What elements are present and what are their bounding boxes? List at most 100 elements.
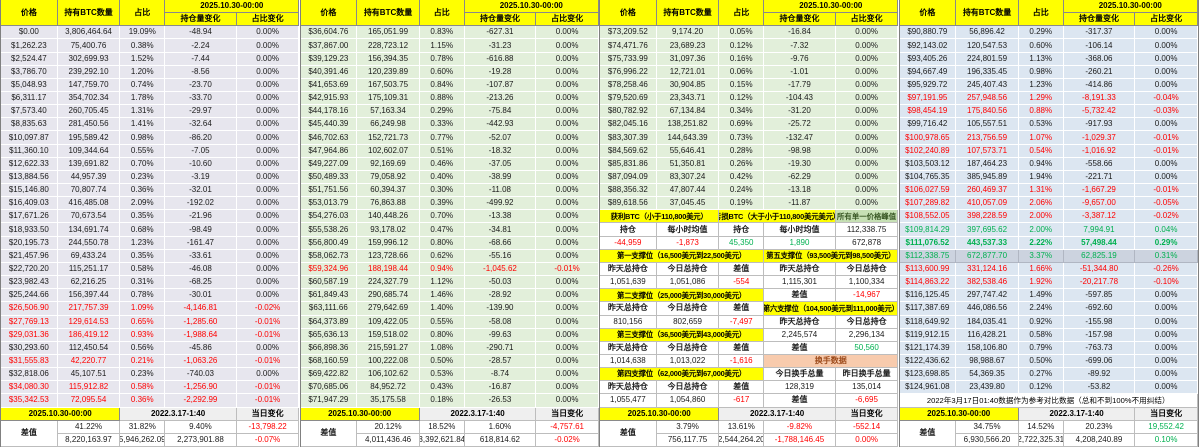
cell[interactable]: 57,163.34 xyxy=(357,105,420,119)
cell[interactable]: 184,035.41 xyxy=(956,315,1019,329)
cell[interactable]: $69,422.82 xyxy=(300,368,358,382)
footer-value[interactable]: 31.82% xyxy=(120,420,166,434)
cell[interactable]: 217,757.39 xyxy=(57,302,121,316)
cell[interactable]: 0.00% xyxy=(835,92,899,106)
cell[interactable]: $17,671.26 xyxy=(1,210,58,224)
cell[interactable]: $21,457.96 xyxy=(1,249,58,263)
cell[interactable]: -499.92 xyxy=(464,197,537,211)
cell[interactable]: 140,448.26 xyxy=(357,210,420,224)
cell[interactable]: 138,251.82 xyxy=(656,118,720,132)
cell[interactable]: 0.00% xyxy=(1135,315,1198,329)
cell[interactable]: 0.00% xyxy=(1135,118,1198,132)
cell[interactable]: 70,807.74 xyxy=(57,184,121,198)
cell[interactable]: -13.18 xyxy=(764,184,836,198)
cell[interactable]: $112,338.75 xyxy=(899,249,957,263)
footer-value[interactable]: 756,117.75 xyxy=(656,433,720,447)
cell[interactable]: 260,469.37 xyxy=(956,184,1019,198)
header-date[interactable]: 2025.10.30-00:00 xyxy=(1063,0,1198,14)
cell[interactable]: 2.06% xyxy=(1018,197,1064,211)
cell[interactable]: 0.21% xyxy=(120,354,166,369)
cell[interactable]: -6,695 xyxy=(835,394,899,408)
cell[interactable]: 7,994.91 xyxy=(1063,223,1136,237)
cell[interactable]: -14,967 xyxy=(835,289,899,303)
cell[interactable]: 0.00% xyxy=(536,170,599,185)
cell[interactable]: 0.00% xyxy=(236,39,300,53)
cell[interactable]: 差值 xyxy=(719,302,765,316)
cell[interactable]: 0.00% xyxy=(1135,65,1198,79)
cell[interactable]: $116,125.45 xyxy=(899,289,957,303)
cell[interactable]: $82,045.16 xyxy=(600,118,657,132)
cell[interactable]: 1.09% xyxy=(120,302,166,316)
header-date[interactable]: 2025.10.30-00:00 xyxy=(165,0,300,14)
cell[interactable]: 0.00% xyxy=(236,92,300,106)
cell[interactable]: 47,807.44 xyxy=(656,184,720,198)
cell[interactable]: 0.35% xyxy=(120,249,166,263)
cell[interactable]: 115,251.17 xyxy=(57,262,121,277)
cell[interactable]: -98.98 xyxy=(764,144,836,158)
cell[interactable]: 0.98% xyxy=(1018,65,1064,79)
cell[interactable]: -5,732.42 xyxy=(1063,105,1136,119)
cell[interactable]: 0.00% xyxy=(1135,26,1198,40)
cell[interactable]: -0.02% xyxy=(236,302,300,316)
header-amount[interactable]: 持有BTC数量 xyxy=(956,0,1019,27)
cell[interactable]: $23,982.43 xyxy=(1,276,58,290)
cell[interactable]: -50.03 xyxy=(464,276,537,290)
cell[interactable]: 23,343.71 xyxy=(656,92,720,106)
cell[interactable]: 0.80% xyxy=(419,236,465,250)
note-row[interactable]: 2022年3月17日01:40数据作为参考对比数据（总和不到100%不用纠结） xyxy=(899,394,1198,408)
cell[interactable]: -106.14 xyxy=(1063,39,1136,53)
cell[interactable]: 0.00% xyxy=(236,78,300,93)
cell[interactable]: -0.10% xyxy=(1135,276,1198,290)
cell[interactable]: 0.00% xyxy=(236,236,300,250)
cell[interactable]: 0.30% xyxy=(419,184,465,198)
support-row-label[interactable]: 第一支撑位（16,500美元到22,500美元） xyxy=(600,249,765,263)
cell[interactable]: -9.76 xyxy=(764,52,836,66)
cell[interactable]: 0.00% xyxy=(236,223,300,237)
cell[interactable]: 0.00% xyxy=(1135,170,1198,185)
cell[interactable]: 昨天总持仓 xyxy=(600,381,657,395)
cell[interactable]: $68,160.59 xyxy=(300,354,358,369)
cell[interactable]: 35,175.58 xyxy=(357,394,420,408)
cell[interactable]: 0.00% xyxy=(536,131,599,145)
cell[interactable]: -0.05% xyxy=(1135,197,1198,211)
cell[interactable]: 1.23% xyxy=(1018,78,1064,93)
footer-value[interactable]: -0.02% xyxy=(536,433,599,447)
cell[interactable]: $16,409.03 xyxy=(1,197,58,211)
cell[interactable]: 0.47% xyxy=(419,223,465,237)
cell[interactable]: $27,769.13 xyxy=(1,315,58,329)
cell[interactable]: 1.12% xyxy=(419,276,465,290)
cell[interactable]: 397,695.62 xyxy=(956,223,1019,237)
cell[interactable]: 0.00% xyxy=(236,368,300,382)
cell[interactable]: -31.20 xyxy=(764,105,836,119)
cell[interactable]: $50,489.33 xyxy=(300,170,358,185)
cell[interactable]: -213.26 xyxy=(464,92,537,106)
footer-value[interactable]: 20.23% xyxy=(1063,420,1136,434)
cell[interactable]: $34,080.30 xyxy=(1,381,58,395)
cell[interactable]: 3.37% xyxy=(1018,249,1064,263)
cell[interactable]: $99,716.42 xyxy=(899,118,957,132)
header-price[interactable]: 价格 xyxy=(1,0,58,27)
header-share[interactable]: 占比 xyxy=(120,0,166,27)
cell[interactable]: $6,311.17 xyxy=(1,92,58,106)
cell[interactable]: 0.60% xyxy=(419,65,465,79)
footer-value[interactable]: 4,011,436.46 xyxy=(357,433,420,447)
cell[interactable]: 156,394.35 xyxy=(357,52,420,66)
cell[interactable]: -89.92 xyxy=(1063,368,1136,382)
cell[interactable]: 3,806,464.64 xyxy=(57,26,121,40)
cell[interactable]: 23,689.23 xyxy=(656,39,720,53)
cell[interactable]: 810,156 xyxy=(600,315,657,329)
header-amount[interactable]: 持有BTC数量 xyxy=(57,0,121,27)
cell[interactable]: -0.01% xyxy=(236,328,300,342)
cell[interactable]: $66,898.36 xyxy=(300,341,358,355)
header-share-change[interactable]: 占比变化 xyxy=(536,13,599,27)
cell[interactable]: 0.46% xyxy=(419,157,465,171)
cell[interactable]: 76,863.88 xyxy=(357,197,420,211)
cell[interactable]: $74,471.76 xyxy=(600,39,657,53)
cell[interactable]: $41,653.69 xyxy=(300,78,358,93)
cell[interactable]: 106,102.62 xyxy=(357,368,420,382)
cell[interactable]: 0.58% xyxy=(120,381,166,395)
cell[interactable]: 0.00% xyxy=(536,105,599,119)
cell[interactable]: -19.30 xyxy=(764,157,836,171)
cell[interactable]: 129,614.53 xyxy=(57,315,121,329)
cell[interactable]: 差值 xyxy=(719,262,765,277)
